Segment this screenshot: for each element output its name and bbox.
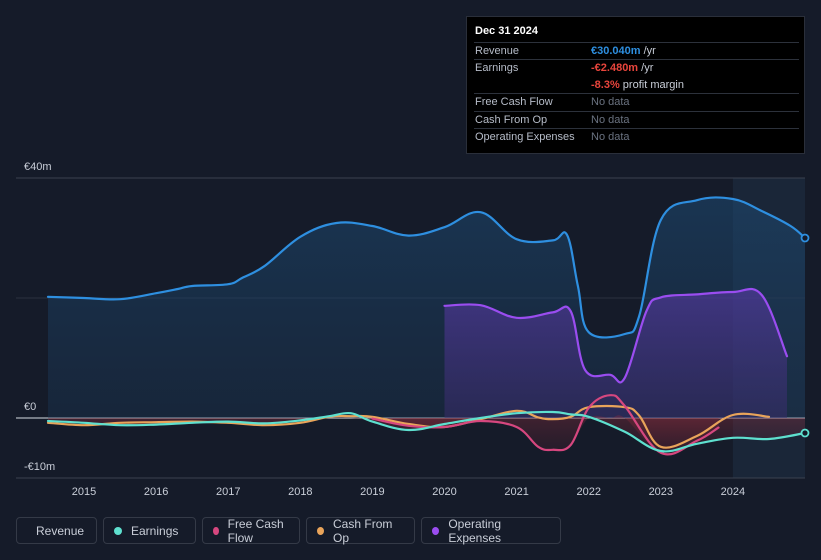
tooltip-label: Earnings (475, 62, 519, 74)
x-tick-label: 2016 (144, 486, 168, 498)
y-tick-label: €0 (24, 401, 36, 413)
x-tick-label: 2021 (504, 486, 528, 498)
tooltip-row-margin: -8.3% profit margin (467, 76, 806, 93)
legend-label: Revenue (36, 523, 85, 538)
x-tick-label: 2015 (72, 486, 96, 498)
revenue-area (48, 197, 805, 418)
x-tick-label: 2024 (721, 486, 745, 498)
tooltip-margin-value: -8.3% (591, 79, 620, 91)
x-tick-label: 2020 (432, 486, 456, 498)
legend-label: Operating Expenses (448, 516, 502, 545)
earnings-negative-area (48, 416, 805, 452)
free-cash-flow-negative-area (372, 415, 719, 454)
operating-expenses-area (444, 288, 787, 418)
tooltip-unit: /yr (640, 45, 656, 57)
tooltip-panel: Dec 31 2024 Revenue €30.040m /yr Earning… (466, 16, 805, 154)
x-tick-label: 2017 (216, 486, 240, 498)
tooltip-revenue-value: €30.040m (591, 45, 641, 57)
legend-label: Cash From Op (333, 516, 393, 545)
earnings-end-marker (800, 428, 810, 438)
free-cash-flow-dot-icon (213, 526, 219, 535)
tooltip-label: Cash From Op (475, 114, 548, 126)
cash-from-op-dot-icon (317, 526, 325, 535)
tooltip-label: Revenue (475, 45, 520, 57)
tooltip-fcf-value: No data (591, 96, 630, 108)
legend-label: Free Cash Flow (227, 516, 284, 545)
tooltip-row-opex: Operating Expenses No data (467, 128, 806, 145)
earnings-line (46, 410, 807, 453)
revenue-end-marker (800, 233, 810, 243)
tooltip-label: Free Cash Flow (475, 96, 553, 108)
legend: Revenue Earnings Free Cash Flow Cash Fro… (16, 516, 561, 545)
tooltip-cfo-value: No data (591, 114, 630, 126)
tooltip-date: Dec 31 2024 (475, 25, 538, 37)
y-tick-label: €40m (24, 161, 52, 173)
legend-item-operating-expenses[interactable]: Operating Expenses (421, 516, 561, 545)
operating-expenses-line (443, 287, 789, 384)
x-tick-label: 2018 (288, 486, 312, 498)
x-tick-label: 2019 (360, 486, 384, 498)
tooltip-row-fcf: Free Cash Flow No data (467, 93, 806, 110)
tooltip-row-revenue: Revenue €30.040m /yr (467, 42, 806, 59)
tooltip-unit: profit margin (619, 79, 684, 91)
tooltip-row-cfo: Cash From Op No data (467, 111, 806, 128)
legend-item-earnings[interactable]: Earnings (103, 517, 196, 544)
tooltip-opex-value: No data (591, 131, 630, 143)
tooltip-unit: /yr (638, 62, 654, 74)
y-tick-label: -€10m (24, 461, 55, 473)
legend-item-free-cash-flow[interactable]: Free Cash Flow (202, 516, 300, 545)
legend-item-revenue[interactable]: Revenue (16, 517, 97, 544)
tooltip-label: Operating Expenses (475, 131, 575, 143)
revenue-line (46, 196, 807, 339)
tooltip-earnings-value: -€2.480m (591, 62, 639, 74)
operating-expenses-dot-icon (432, 526, 440, 535)
legend-item-cash-from-op[interactable]: Cash From Op (306, 516, 415, 545)
x-tick-label: 2022 (576, 486, 600, 498)
legend-label: Earnings (131, 523, 179, 538)
tooltip-row-earnings: Earnings -€2.480m /yr (467, 59, 806, 76)
x-tick-label: 2023 (649, 486, 673, 498)
earnings-dot-icon (114, 526, 122, 535)
